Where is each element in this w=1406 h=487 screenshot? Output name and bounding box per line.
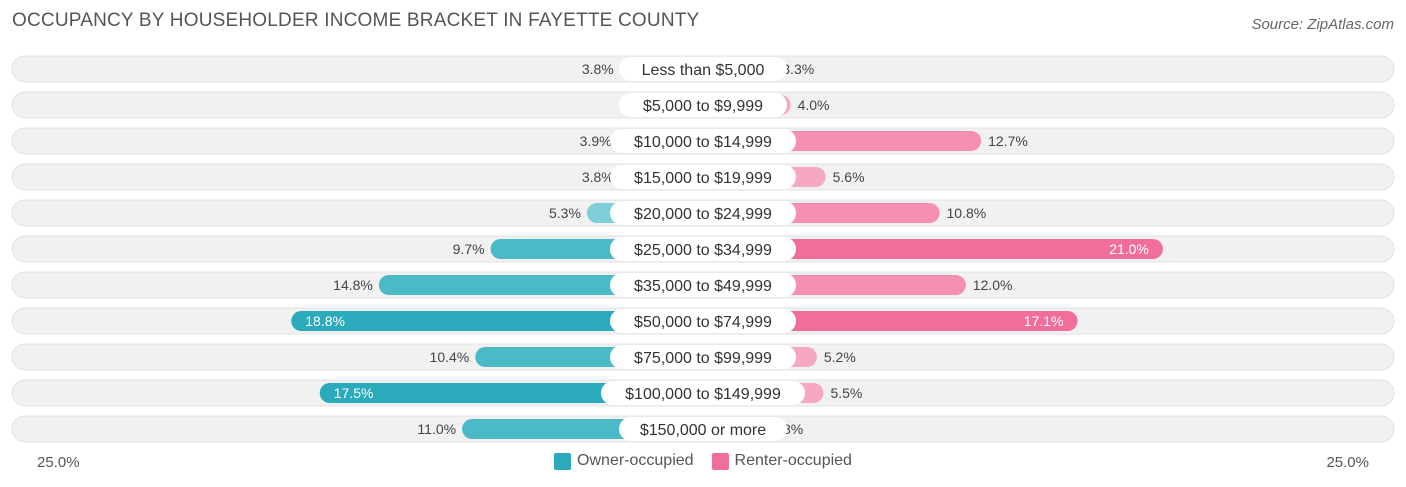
owner-value-label: 9.7%: [453, 241, 485, 257]
category-pill: [610, 201, 796, 225]
renter-value-label: 3.3%: [782, 61, 814, 77]
owner-value-label: 5.3%: [549, 205, 581, 221]
category-pill: [619, 417, 787, 441]
category-label: $50,000 to $74,999: [634, 314, 772, 331]
legend-renter-swatch: [711, 452, 729, 470]
renter-value-label: 21.0%: [1109, 241, 1149, 257]
renter-value-label: 12.7%: [988, 133, 1028, 149]
owner-value-label: 3.8%: [582, 169, 614, 185]
category-label: $15,000 to $19,999: [634, 170, 772, 187]
renter-value-label: 17.1%: [1024, 313, 1064, 329]
category-label: $20,000 to $24,999: [634, 206, 772, 223]
owner-value-label: 10.4%: [430, 349, 470, 365]
legend-owner: Owner-occupied: [554, 452, 694, 470]
renter-value-label: 5.6%: [833, 169, 865, 185]
category-pill: [610, 165, 796, 189]
owner-value-label: 14.8%: [333, 277, 373, 293]
renter-value-label: 5.5%: [830, 385, 862, 401]
chart-title: OCCUPANCY BY HOUSEHOLDER INCOME BRACKET …: [12, 10, 700, 31]
legend-renter: Renter-occupied: [711, 452, 852, 470]
renter-bar: [703, 311, 1078, 331]
category-pill: [619, 93, 787, 117]
category-pill: [619, 57, 787, 81]
legend-owner-swatch: [554, 452, 572, 470]
renter-bar: [703, 239, 1163, 259]
category-label: $100,000 to $149,999: [625, 386, 781, 403]
category-pill: [610, 273, 796, 297]
owner-value-label: 17.5%: [334, 385, 374, 401]
owner-bar: [291, 311, 703, 331]
category-label: Less than $5,000: [642, 62, 765, 79]
owner-value-label: 11.0%: [417, 421, 456, 437]
axis-right-label: 25.0%: [1326, 454, 1369, 471]
category-label: $25,000 to $34,999: [634, 242, 772, 259]
renter-value-label: 4.0%: [798, 97, 830, 113]
category-label: $75,000 to $99,999: [634, 350, 772, 367]
renter-value-label: 5.2%: [824, 349, 856, 365]
category-label: $10,000 to $14,999: [634, 134, 772, 151]
legend-owner-label: Owner-occupied: [577, 452, 694, 469]
owner-value-label: 3.9%: [580, 133, 612, 149]
category-label: $5,000 to $9,999: [643, 98, 763, 115]
owner-value-label: 3.8%: [582, 61, 614, 77]
category-pill: [610, 129, 796, 153]
category-pill: [610, 309, 796, 333]
legend-renter-label: Renter-occupied: [734, 452, 852, 469]
category-pill: [610, 345, 796, 369]
category-pill: [601, 381, 805, 405]
category-label: $150,000 or more: [640, 422, 766, 439]
legend: Owner-occupied Renter-occupied: [0, 452, 1406, 470]
renter-value-label: 12.0%: [973, 277, 1013, 293]
source-label: Source: ZipAtlas.com: [1251, 16, 1394, 33]
renter-value-label: 10.8%: [947, 205, 987, 221]
axis-left-label: 25.0%: [37, 454, 80, 471]
owner-value-label: 18.8%: [305, 313, 345, 329]
category-pill: [610, 237, 796, 261]
category-label: $35,000 to $49,999: [634, 278, 772, 295]
